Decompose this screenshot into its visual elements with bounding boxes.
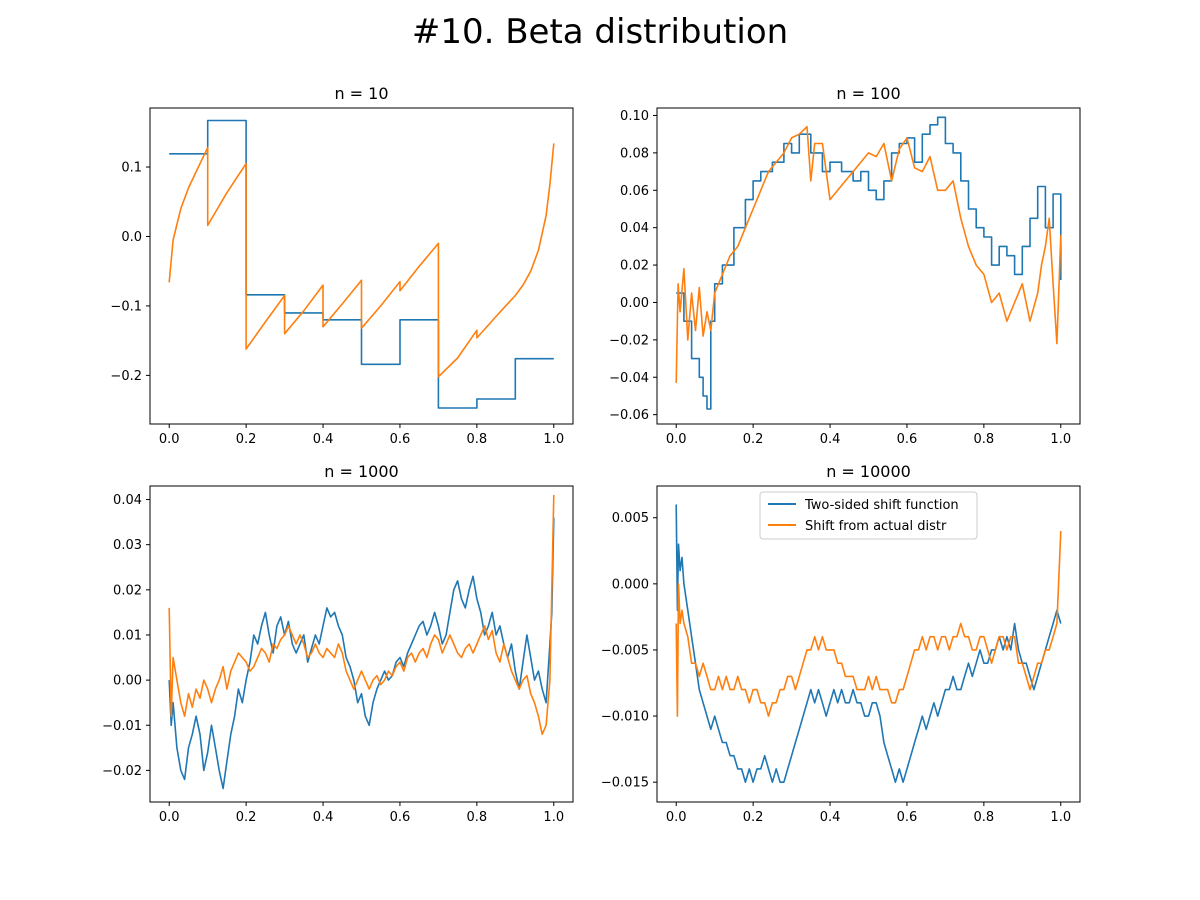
x-tick-label: 0.6 [390,432,411,447]
series-line-actual [168,143,555,378]
y-tick-label: −0.005 [601,643,649,658]
x-tick-label: 0.8 [467,810,488,825]
y-tick-label: 0.1 [121,161,142,176]
x-tick-label: 1.0 [543,432,564,447]
subplot-4: 0.0 0.2 0.4 0.6 0.8 1.0 0.005 0.000 −0.005 −0.010… [601,462,1081,825]
axes-frame [149,107,574,425]
series-line-two-sided [169,119,554,409]
x-tick-label: 0.2 [236,810,257,825]
x-tick-label: 0.4 [820,810,841,825]
x-tick-label: 0.4 [313,432,334,447]
x-tick-label: 0.2 [743,432,764,447]
y-tick-label: 0.04 [113,493,142,508]
series-line-two-sided [168,517,555,790]
y-tick-label: 0.10 [620,109,649,124]
y-tick-label: 0.04 [620,221,649,236]
figure-title: #10. Beta distribution [411,12,789,52]
axes-frame [149,485,574,803]
y-tick-label: −0.01 [102,719,142,734]
subplot-title: n = 10000 [826,462,911,481]
y-tick-label: 0.02 [620,259,649,274]
y-tick-label: 0.005 [612,511,649,526]
x-tick-label: 0.6 [897,432,918,447]
legend-label: Two-sided shift function [804,498,959,513]
x-tick-label: 1.0 [543,810,564,825]
x-tick-label: 0.8 [467,432,488,447]
series-line-actual [675,530,1062,717]
y-tick-label: 0.01 [113,628,142,643]
subplot-title: n = 10 [334,84,388,103]
x-tick-label: 0.4 [820,432,841,447]
series-line-two-sided [675,504,1062,783]
x-tick-label: 0.0 [159,810,180,825]
x-tick-label: 0.0 [666,810,687,825]
y-tick-label: 0.03 [113,538,142,553]
y-tick-label: −0.04 [609,371,649,386]
x-tick-label: 0.0 [159,432,180,447]
y-tick-label: 0.08 [620,146,649,161]
legend: Two-sided shift function Shift from actua… [759,491,978,540]
x-tick-label: 0.8 [974,432,995,447]
subplot-2: 0.0 0.2 0.4 0.6 0.8 1.0 0.10 0.08 0.06 0.04 0.02 0.… [609,84,1081,447]
y-tick-label: −0.015 [601,776,649,791]
subplot-1: 0.0 0.2 0.4 0.6 0.8 1.0 0.1 0.0 −0.1 −0.2 n = 10 [110,84,574,447]
legend-label: Shift from actual distr [805,519,947,534]
y-tick-label: −0.02 [609,333,649,348]
x-tick-label: 0.2 [236,432,257,447]
x-tick-label: 1.0 [1050,810,1071,825]
x-tick-label: 0.2 [743,810,764,825]
x-tick-label: 0.6 [897,810,918,825]
x-tick-label: 1.0 [1050,432,1071,447]
x-tick-label: 0.6 [390,810,411,825]
x-tick-label: 0.4 [313,810,334,825]
series-line-two-sided [676,116,1062,410]
x-tick-label: 0.0 [666,432,687,447]
series-line-actual [168,494,555,736]
y-tick-label: 0.000 [612,577,649,592]
y-tick-label: −0.2 [110,369,142,384]
subplot-title: n = 1000 [324,462,398,481]
axes-frame [656,107,1081,425]
y-tick-label: 0.00 [113,674,142,689]
y-tick-label: 0.00 [620,296,649,311]
y-tick-label: −0.1 [110,299,142,314]
y-tick-label: 0.02 [113,583,142,598]
x-tick-label: 0.8 [974,810,995,825]
y-tick-label: 0.0 [121,230,142,245]
y-tick-label: −0.06 [609,408,649,423]
series-line-actual [675,125,1062,383]
subplot-title: n = 100 [836,84,900,103]
y-tick-label: −0.010 [601,710,649,725]
y-tick-label: 0.06 [620,184,649,199]
subplot-3: 0.0 0.2 0.4 0.6 0.8 1.0 0.04 0.03 0.02 0.01 0.00 −0… [102,462,574,825]
legend-box [759,491,978,540]
y-tick-label: −0.02 [102,764,142,779]
axes-frame [656,485,1081,803]
